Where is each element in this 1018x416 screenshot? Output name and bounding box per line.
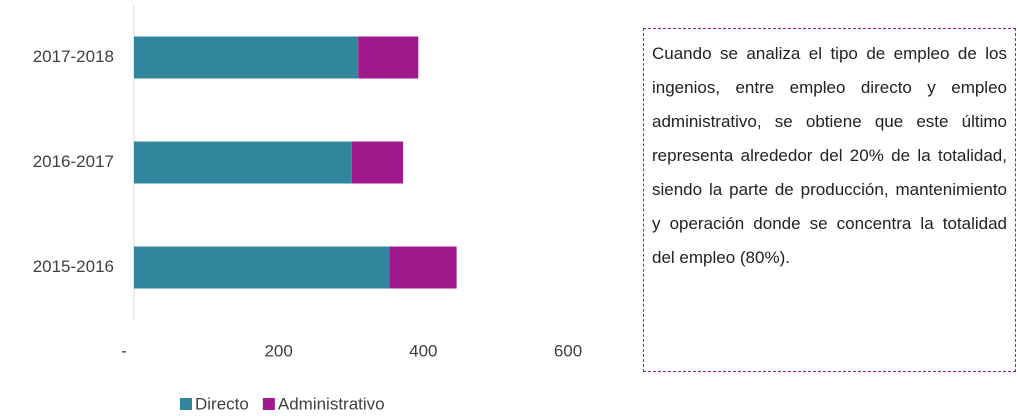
annotation: Cuando se analiza el tipo de empleo de l… — [643, 28, 1016, 372]
x-tick-label: 400 — [409, 341, 437, 360]
y-tick-label: 2017-2018 — [33, 47, 114, 66]
x-tick-label: - — [121, 341, 127, 360]
bar-segment — [358, 36, 419, 79]
legend-label: Directo — [195, 394, 249, 413]
legend-swatch — [262, 398, 275, 410]
bar-segment — [389, 246, 457, 289]
bar-segment — [134, 36, 359, 79]
bar-segment — [134, 141, 352, 184]
x-tick-label: 200 — [264, 341, 292, 360]
bar-segment — [134, 246, 390, 289]
chart: - 200 400 600 2017-2018 2016-2017 2015-2016 Dir… — [33, 5, 582, 413]
bar-segment — [351, 141, 404, 184]
x-tick-label: 600 — [554, 341, 582, 360]
legend-label: Administrativo — [278, 394, 385, 413]
y-tick-label: 2015-2016 — [33, 257, 114, 276]
legend-swatch — [180, 398, 192, 410]
y-tick-label: 2016-2017 — [33, 152, 114, 171]
